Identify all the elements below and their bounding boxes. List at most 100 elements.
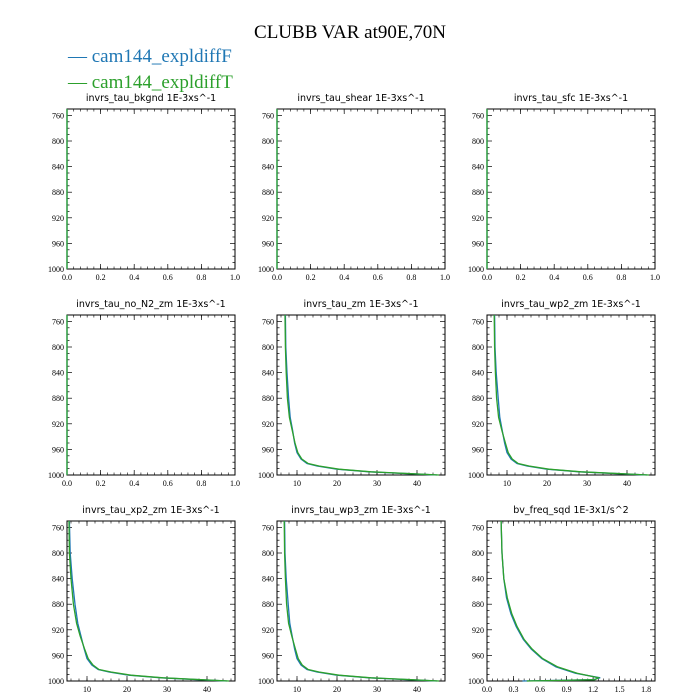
x-tick-label: 0.4: [129, 479, 139, 488]
y-tick-label: 800: [472, 137, 484, 146]
y-tick-label: 1000: [468, 677, 484, 686]
y-tick-label: 880: [472, 188, 484, 197]
y-tick-label: 840: [52, 163, 64, 172]
subplot-title: invrs_tau_wp2_zm 1E-3xs^-1: [501, 299, 641, 310]
plot-frame: [486, 108, 656, 270]
x-tick-label: 0.0: [482, 685, 492, 694]
subplot-6: invrs_tau_wp2_zm 1E-3xs^-1 760 800 840 880 92…: [468, 299, 656, 488]
y-tick-label: 760: [262, 111, 274, 120]
y-tick-label: 1000: [48, 265, 64, 274]
y-tick-label: 960: [262, 651, 274, 660]
x-tick-label: 10: [293, 685, 301, 694]
y-tick-label: 920: [262, 626, 274, 635]
x-tick-label: 1.0: [650, 273, 660, 282]
series-line-cam144_expldiffT: [493, 314, 650, 476]
x-tick-label: 0.2: [306, 273, 316, 282]
y-tick-label: 760: [262, 523, 274, 532]
x-tick-label: 10: [83, 685, 91, 694]
subplot-title: invrs_tau_bkgnd 1E-3xs^-1: [86, 93, 216, 104]
y-tick-label: 840: [472, 163, 484, 172]
y-tick-label: 800: [262, 137, 274, 146]
plot-frame: [66, 108, 236, 270]
x-tick-label: 10: [503, 479, 511, 488]
subplot-title: bv_freq_sqd 1E-3x1/s^2: [513, 505, 628, 516]
y-tick-label: 880: [262, 394, 274, 403]
series-line-cam144_expldiffF: [68, 520, 228, 682]
x-tick-label: 0.4: [549, 273, 559, 282]
y-tick-label: 880: [52, 394, 64, 403]
x-tick-label: 0.6: [535, 685, 545, 694]
y-tick-label: 1000: [258, 471, 274, 480]
x-tick-label: 30: [583, 479, 591, 488]
y-tick-label: 840: [262, 575, 274, 584]
series-line-cam144_expldiffF: [283, 520, 438, 682]
y-tick-label: 1000: [468, 265, 484, 274]
y-tick-label: 880: [262, 188, 274, 197]
figure-title: CLUBB VAR at90E,70N: [254, 22, 446, 43]
subplot-title: invrs_tau_xp2_zm 1E-3xs^-1: [82, 505, 219, 516]
subplot-5: invrs_tau_zm 1E-3xs^-1 760 800 840 880 920 960…: [258, 299, 446, 488]
subplot-title: invrs_tau_sfc 1E-3xs^-1: [514, 93, 628, 104]
y-tick-label: 960: [52, 239, 64, 248]
y-tick-label: 920: [262, 420, 274, 429]
x-tick-label: 0.3: [509, 685, 519, 694]
y-tick-label: 840: [52, 575, 64, 584]
x-tick-label: 20: [543, 479, 551, 488]
plot-frame: [276, 314, 446, 476]
y-tick-label: 840: [472, 369, 484, 378]
y-tick-label: 960: [52, 445, 64, 454]
x-tick-label: 0.0: [482, 273, 492, 282]
plot-frame: [276, 520, 446, 682]
series-line-cam144_expldiffF: [493, 314, 648, 476]
y-tick-label: 880: [52, 188, 64, 197]
x-tick-label: 0.9: [562, 685, 572, 694]
x-tick-label: 0.0: [62, 479, 72, 488]
y-tick-label: 960: [472, 651, 484, 660]
y-tick-label: 800: [472, 343, 484, 352]
y-tick-label: 760: [472, 111, 484, 120]
subplot-8: invrs_tau_wp3_zm 1E-3xs^-1 760 800 840 880 92…: [258, 505, 446, 694]
x-tick-label: 1.5: [615, 685, 625, 694]
y-tick-label: 960: [262, 239, 274, 248]
y-tick-label: 840: [262, 369, 274, 378]
subplot-7: invrs_tau_xp2_zm 1E-3xs^-1 760 800 840 880 92…: [48, 505, 236, 694]
legend-entry-cam144-expldifft: — cam144_expldiffT: [67, 72, 233, 93]
y-tick-label: 920: [52, 420, 64, 429]
plot-frame: [66, 520, 236, 682]
subplot-title: invrs_tau_wp3_zm 1E-3xs^-1: [291, 505, 431, 516]
y-tick-label: 760: [472, 317, 484, 326]
x-tick-label: 0.6: [583, 273, 593, 282]
x-tick-label: 0.0: [272, 273, 282, 282]
y-tick-label: 800: [52, 343, 64, 352]
y-tick-label: 960: [472, 445, 484, 454]
x-tick-label: 0.2: [96, 479, 106, 488]
x-tick-label: 0.4: [129, 273, 139, 282]
y-tick-label: 1000: [258, 677, 274, 686]
subplot-1: invrs_tau_bkgnd 1E-3xs^-1 760 800 840 880 920…: [48, 93, 240, 282]
plot-frame: [66, 314, 236, 476]
y-tick-label: 760: [262, 317, 274, 326]
x-tick-label: 0.0: [62, 273, 72, 282]
y-tick-label: 1000: [48, 471, 64, 480]
subplot-2: invrs_tau_shear 1E-3xs^-1 760 800 840 880 920…: [258, 93, 450, 282]
y-tick-label: 920: [52, 626, 64, 635]
y-tick-label: 1000: [258, 265, 274, 274]
y-tick-label: 880: [472, 394, 484, 403]
y-tick-label: 760: [472, 523, 484, 532]
y-tick-label: 880: [472, 600, 484, 609]
y-tick-label: 800: [262, 549, 274, 558]
y-tick-label: 800: [262, 343, 274, 352]
x-tick-label: 1.8: [641, 685, 651, 694]
series-line-cam144_expldiffT: [500, 520, 601, 682]
subplot-9: bv_freq_sqd 1E-3x1/s^2 760 800 840 880 920 960…: [468, 505, 656, 694]
subplot-title: invrs_tau_zm 1E-3xs^-1: [304, 299, 419, 310]
series-line-cam144_expldiffF: [284, 314, 438, 476]
x-tick-label: 0.2: [96, 273, 106, 282]
y-tick-label: 880: [52, 600, 64, 609]
x-tick-label: 20: [123, 685, 131, 694]
plot-frame: [276, 108, 446, 270]
y-tick-label: 1000: [48, 677, 64, 686]
y-tick-label: 1000: [468, 471, 484, 480]
x-tick-label: 40: [623, 479, 631, 488]
